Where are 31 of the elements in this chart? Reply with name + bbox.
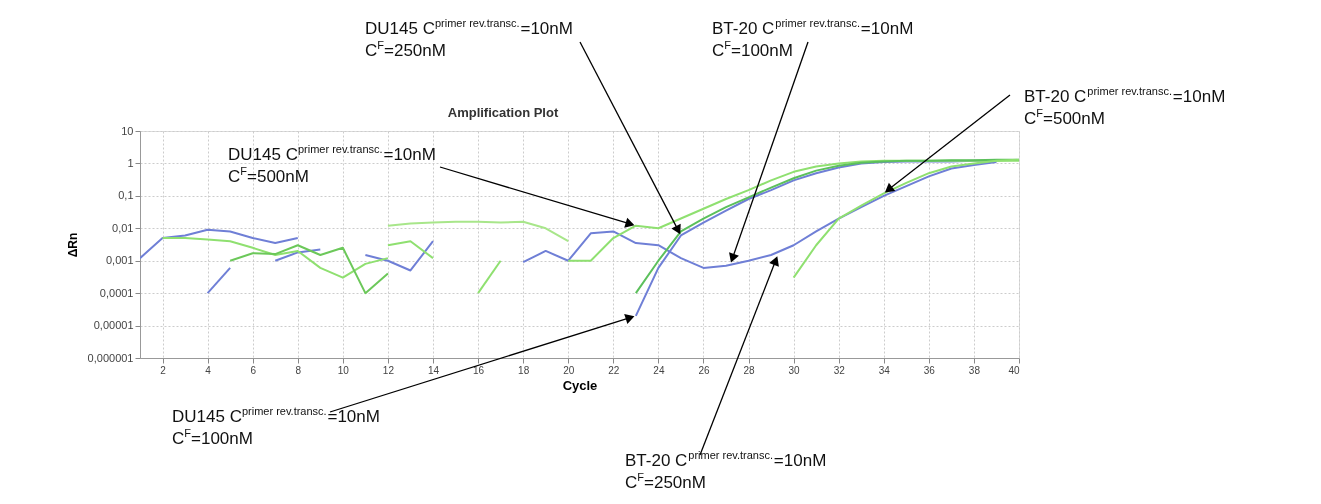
y-tick-label: 1	[127, 156, 134, 169]
x-tick-label: 36	[923, 364, 936, 376]
x-tick-label: 6	[250, 364, 257, 376]
x-tick-label: 2	[160, 364, 167, 376]
y-tick-label: 0,1	[118, 189, 134, 202]
x-tick-label: 26	[698, 364, 710, 376]
y-tick-label: 0,00001	[93, 319, 134, 332]
x-tick-label: 22	[608, 364, 620, 376]
y-tick-label: 0,001	[105, 254, 134, 267]
x-tick-label: 10	[337, 364, 350, 376]
x-axis-title: Cycle	[562, 377, 598, 393]
y-tick-label: 0,000001	[87, 351, 134, 364]
y-tick-label: 0,01	[112, 221, 134, 234]
x-tick-label: 40	[1008, 364, 1020, 376]
x-tick-label: 28	[743, 364, 756, 376]
x-tick-label: 16	[473, 364, 485, 376]
y-tick-label: 10	[121, 124, 134, 137]
x-tick-label: 8	[295, 364, 302, 376]
x-tick-label: 20	[563, 364, 575, 376]
x-tick-label: 18	[518, 364, 530, 376]
x-tick-label: 32	[833, 364, 846, 376]
x-tick-label: 12	[382, 364, 395, 376]
x-tick-label: 30	[788, 364, 801, 376]
x-tick-label: 24	[653, 364, 665, 376]
x-tick-label: 4	[205, 364, 212, 376]
x-tick-label: 38	[968, 364, 981, 376]
y-tick-label: 0,0001	[99, 286, 134, 299]
x-tick-label: 14	[427, 364, 440, 376]
chart-title: Amplification Plot	[447, 105, 559, 120]
x-tick-label: 34	[878, 364, 891, 376]
y-axis-title: ΔRn	[65, 232, 80, 258]
